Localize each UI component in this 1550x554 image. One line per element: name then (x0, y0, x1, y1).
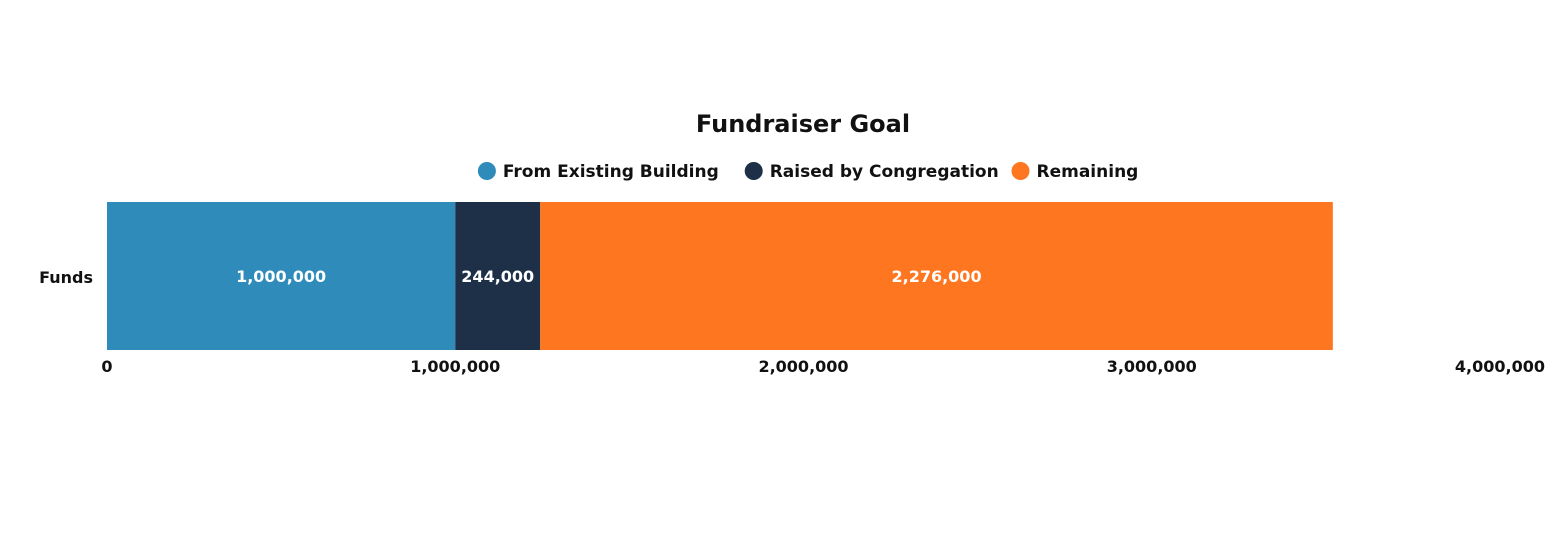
data-label: 244,000 (461, 267, 534, 286)
x-tick-label: 2,000,000 (758, 357, 848, 376)
x-tick-label: 0 (101, 357, 112, 376)
legend-item: Remaining (1011, 162, 1139, 182)
legend-marker-icon (744, 162, 763, 180)
legend-label: From Existing Building (503, 162, 719, 182)
data-label: 1,000,000 (236, 267, 326, 286)
plot-area: 1,000,000 244,000 2,276,000 (107, 202, 1333, 350)
x-tick-label: 1,000,000 (410, 357, 500, 376)
legend-item: Raised by Congregation (744, 162, 999, 182)
legend-label: Raised by Congregation (770, 162, 999, 182)
legend-marker-icon (477, 162, 496, 180)
legend-item: From Existing Building (477, 162, 719, 182)
data-label: 2,276,000 (891, 267, 981, 286)
y-axis: Funds (39, 268, 93, 287)
bar-segment (107, 202, 456, 350)
y-category-label: Funds (39, 268, 93, 287)
chart-legend: From Existing Building Raised by Congrega… (477, 162, 1139, 182)
chart-title: Fundraiser Goal (696, 110, 910, 138)
x-tick-label: 3,000,000 (1107, 357, 1197, 376)
bar-segment (540, 202, 1333, 350)
legend-marker-icon (1011, 162, 1030, 180)
x-tick-label: 4,000,000 (1455, 357, 1545, 376)
legend-label: Remaining (1037, 162, 1139, 182)
x-axis: 0 1,000,000 2,000,000 3,000,000 4,000,000 (101, 357, 1545, 376)
bar-segment (455, 202, 541, 350)
